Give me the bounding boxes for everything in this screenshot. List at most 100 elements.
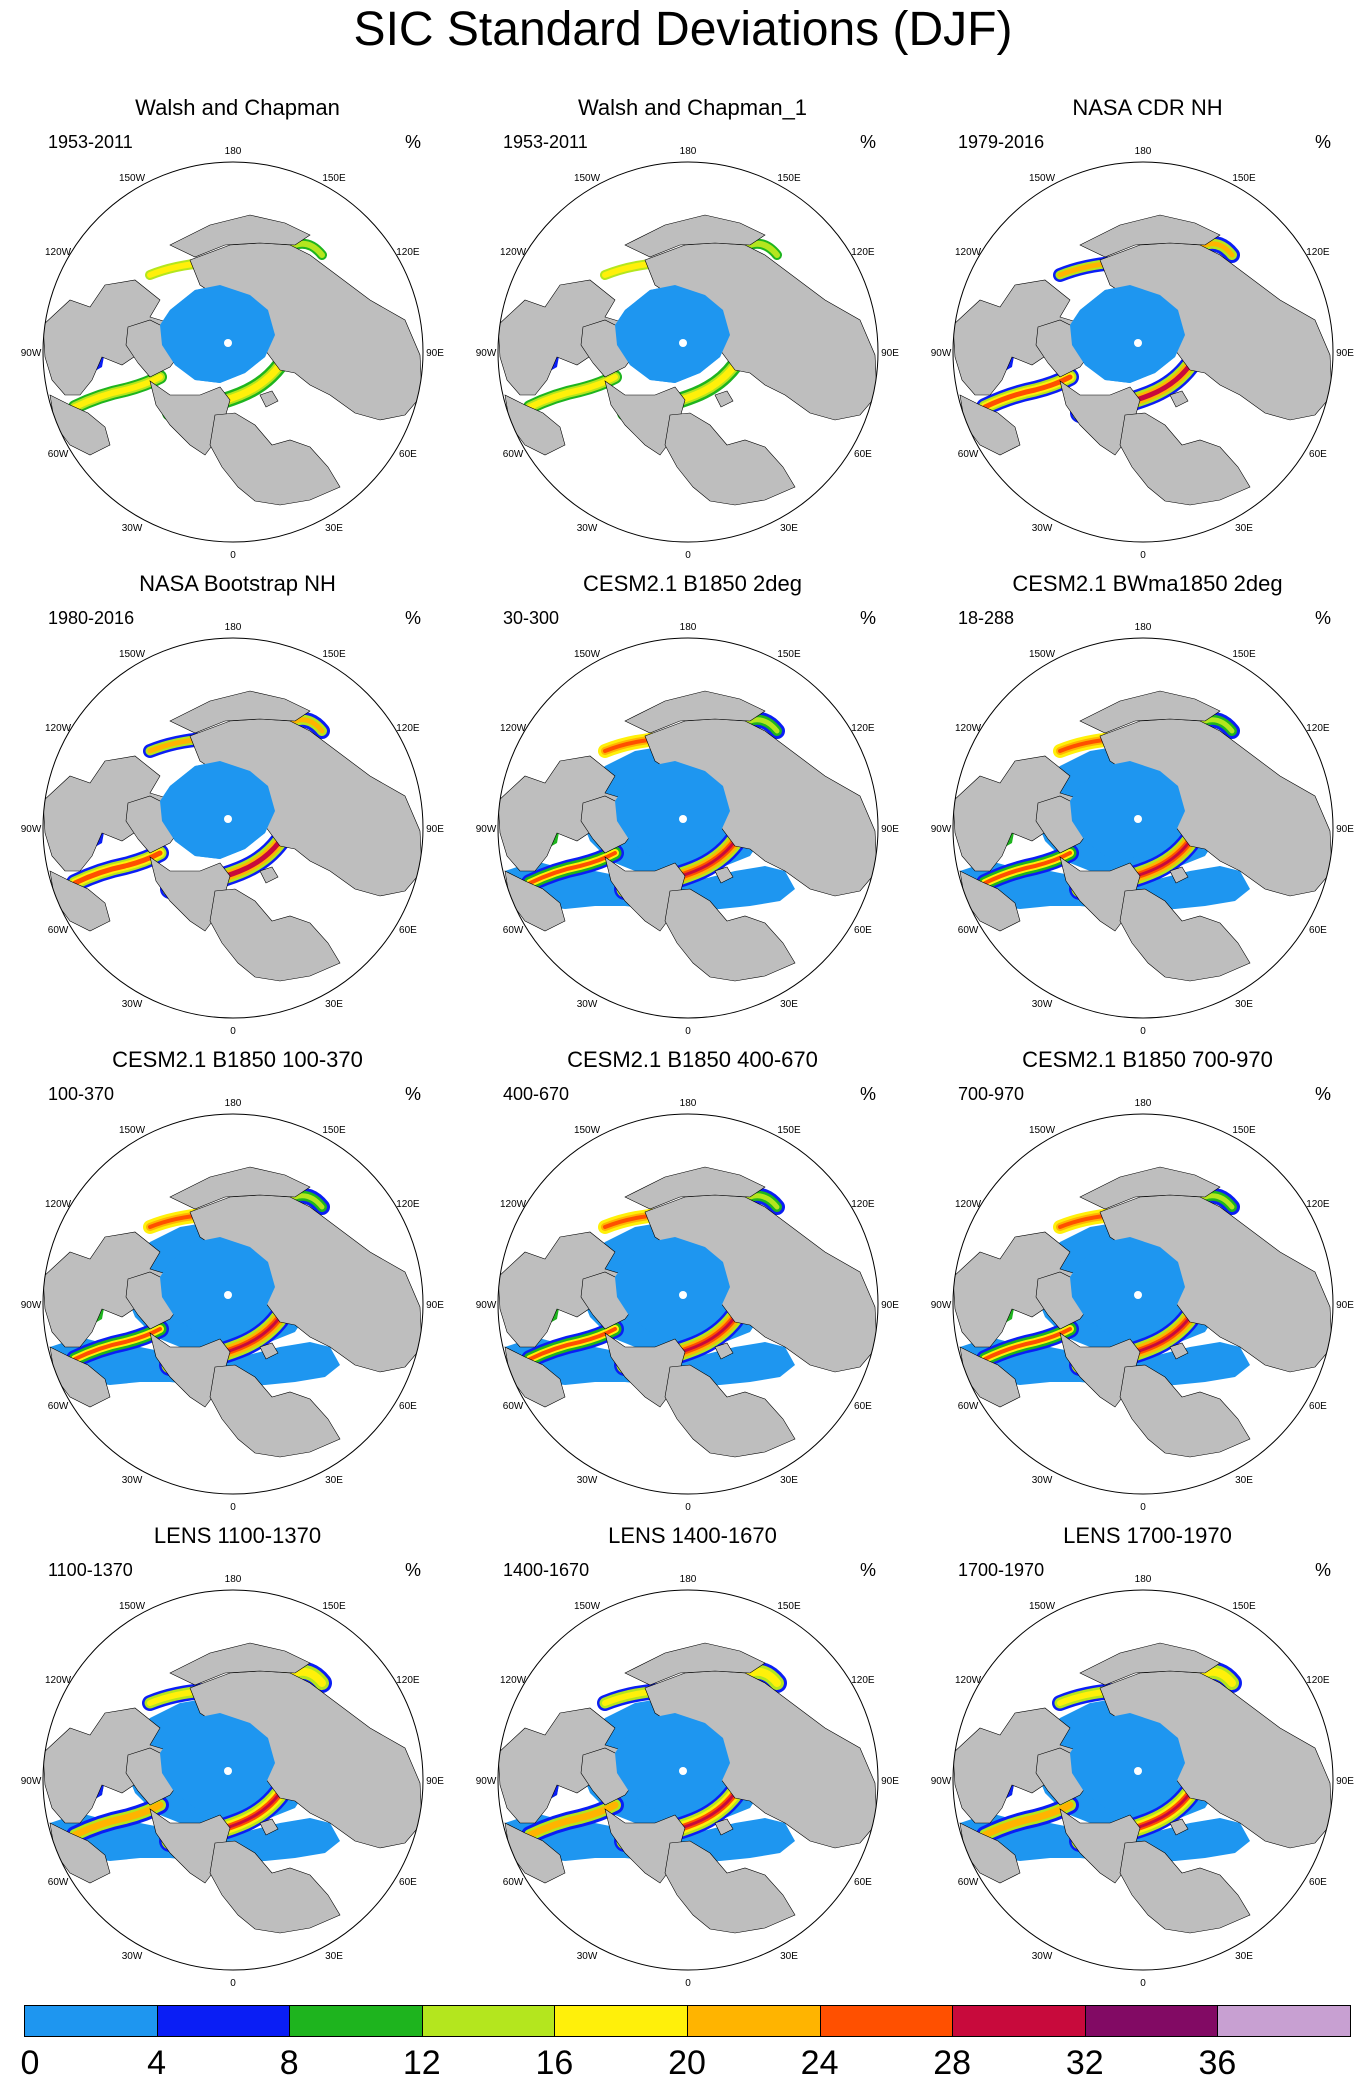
longitude-label: 120W: [45, 247, 72, 258]
longitude-label: 60W: [48, 1877, 69, 1888]
longitude-label: 180: [1135, 622, 1152, 633]
land-mass: [1169, 390, 1189, 408]
longitude-label: 150W: [119, 649, 146, 660]
map-boundary-circle: [497, 161, 879, 543]
longitude-label: 120E: [1306, 1199, 1330, 1210]
colorbar-segment: [1084, 2005, 1219, 2037]
land-mass: [169, 1642, 311, 1686]
colorbar-tick-label: 8: [279, 2044, 299, 2082]
map-panel: 180 150E 120E 90E 60E 30E 0 30W 60W 90W 120W 150W Wa…: [465, 95, 920, 570]
longitude-label: 90W: [21, 348, 42, 359]
longitude-label: 60W: [503, 1401, 524, 1412]
map-panel: 180 150E 120E 90E 60E 30E 0 30W 60W 90W 120W 150W CE…: [465, 1047, 920, 1522]
longitude-label: 0: [1140, 550, 1146, 561]
longitude-label: 180: [225, 622, 242, 633]
colorbar: 0 4 8 12 16 20 24 28 32 36: [20, 2005, 1351, 2082]
colorbar-tick-label: 24: [800, 2044, 839, 2082]
longitude-label: 60E: [1309, 1401, 1327, 1412]
longitude-label: 60W: [48, 449, 69, 460]
longitude-label: 60E: [1309, 1877, 1327, 1888]
longitude-label: 120W: [500, 247, 527, 258]
panel-title: CESM2.1 B1850 100-370: [112, 1047, 363, 1072]
period-label: 1979-2016: [958, 132, 1045, 152]
longitude-label: 180: [680, 1098, 697, 1109]
longitude-label: 0: [685, 1502, 691, 1513]
colorbar-segment: [554, 2005, 688, 2037]
figure-title: SIC Standard Deviations (DJF): [353, 3, 1013, 56]
land-mass: [714, 390, 734, 408]
longitude-label: 60E: [854, 1877, 872, 1888]
panel-title: LENS 1700-1970: [1063, 1523, 1232, 1548]
units-label: %: [860, 1560, 877, 1580]
longitude-label: 30E: [325, 1951, 343, 1962]
longitude-label: 150W: [574, 1125, 601, 1136]
longitude-label: 150E: [322, 1125, 346, 1136]
longitude-label: 150E: [1232, 1601, 1256, 1612]
longitude-label: 150E: [777, 173, 801, 184]
longitude-label: 120E: [851, 723, 875, 734]
longitude-label: 90W: [21, 824, 42, 835]
longitude-label: 0: [1140, 1978, 1146, 1989]
units-label: %: [860, 1084, 877, 1104]
units-label: %: [1315, 608, 1332, 628]
longitude-label: 30E: [1235, 1475, 1253, 1486]
longitude-label: 60E: [1309, 925, 1327, 936]
period-label: 400-670: [503, 1084, 570, 1104]
colorbar-tick-label: 28: [933, 2044, 972, 2082]
units-label: %: [405, 1084, 422, 1104]
colorbar-segment: [421, 2005, 556, 2037]
land-mass: [1169, 1342, 1189, 1360]
longitude-label: 30W: [1032, 523, 1053, 534]
longitude-label: 150W: [574, 649, 601, 660]
longitude-label: 60E: [854, 1401, 872, 1412]
polar-stereographic-map: 180 150E 120E 90E 60E 30E 0 30W 60W 90W 120W 150W: [476, 146, 900, 561]
land-mass: [714, 1342, 734, 1360]
longitude-label: 0: [230, 1026, 236, 1037]
longitude-label: 180: [225, 146, 242, 157]
map-boundary-circle: [952, 1589, 1334, 1971]
longitude-label: 150E: [1232, 649, 1256, 660]
map-boundary-circle: [497, 637, 879, 1019]
land-mass: [714, 1818, 734, 1836]
land-mass: [209, 1840, 341, 1934]
longitude-label: 150W: [574, 1601, 601, 1612]
longitude-label: 120W: [955, 723, 982, 734]
longitude-label: 180: [1135, 1574, 1152, 1585]
longitude-label: 30E: [780, 1475, 798, 1486]
longitude-label: 30E: [325, 1475, 343, 1486]
longitude-label: 90E: [1336, 1776, 1354, 1787]
longitude-label: 30E: [780, 523, 798, 534]
land-mass: [169, 1166, 311, 1210]
land-mass: [624, 214, 766, 258]
longitude-label: 60W: [958, 1401, 979, 1412]
longitude-label: 120E: [396, 1199, 420, 1210]
land-mass: [209, 412, 341, 506]
longitude-label: 60W: [503, 449, 524, 460]
longitude-label: 0: [685, 1026, 691, 1037]
colorbar-tick-label: 12: [402, 2044, 441, 2082]
longitude-label: 0: [230, 550, 236, 561]
land-mass: [259, 390, 279, 408]
units-label: %: [1315, 1560, 1332, 1580]
longitude-label: 90W: [931, 824, 952, 835]
longitude-label: 90W: [476, 348, 497, 359]
map-boundary-circle: [497, 1589, 879, 1971]
colorbar-tick-label: 36: [1198, 2044, 1237, 2082]
land-mass: [664, 412, 796, 506]
longitude-label: 90E: [881, 824, 899, 835]
longitude-label: 30W: [1032, 999, 1053, 1010]
longitude-label: 60E: [854, 449, 872, 460]
longitude-label: 30E: [1235, 1951, 1253, 1962]
longitude-label: 60E: [1309, 449, 1327, 460]
colorbar-tick-label: 0: [20, 2044, 40, 2082]
period-label: 1700-1970: [958, 1560, 1045, 1580]
map-boundary-circle: [952, 1113, 1334, 1495]
polar-stereographic-map: 180 150E 120E 90E 60E 30E 0 30W 60W 90W 120W 150W: [476, 1574, 900, 1989]
longitude-label: 150W: [119, 173, 146, 184]
longitude-label: 90E: [881, 1300, 899, 1311]
longitude-label: 60W: [503, 1877, 524, 1888]
map-panel: 180 150E 120E 90E 60E 30E 0 30W 60W 90W 120W 150W CE…: [920, 1047, 1366, 1522]
panel-title: LENS 1400-1670: [608, 1523, 777, 1548]
land-mass: [664, 1840, 796, 1934]
longitude-label: 30W: [1032, 1475, 1053, 1486]
